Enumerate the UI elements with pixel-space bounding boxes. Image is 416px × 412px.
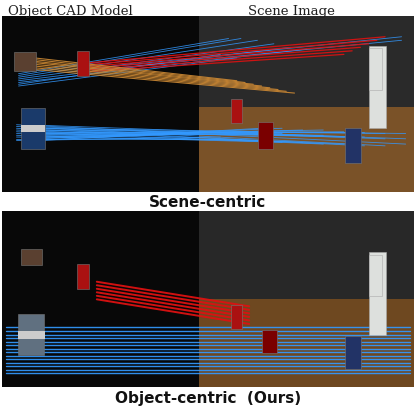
Bar [369,252,386,335]
Bar [369,46,386,128]
Bar [18,331,45,339]
Bar [21,249,42,265]
Bar [13,52,36,71]
Bar [21,125,45,132]
Text: Object-centric  (Ours): Object-centric (Ours) [115,391,301,405]
Bar [2,211,199,387]
Bar [21,108,45,149]
Bar [262,330,277,353]
Bar [231,99,242,123]
Bar [231,305,242,329]
Bar [199,211,414,299]
Text: Scene Image: Scene Image [248,5,334,18]
Bar [345,128,361,163]
Bar [345,336,361,369]
Text: Object CAD Model: Object CAD Model [8,5,133,18]
Bar [77,51,89,75]
Bar [77,264,89,289]
Bar [199,107,414,192]
Bar [258,122,273,149]
Bar [2,16,199,192]
Text: Scene-centric: Scene-centric [149,195,267,210]
Bar [199,16,414,107]
Bar [199,299,414,387]
Bar [18,314,44,355]
Bar [369,48,382,89]
Bar [369,255,382,296]
